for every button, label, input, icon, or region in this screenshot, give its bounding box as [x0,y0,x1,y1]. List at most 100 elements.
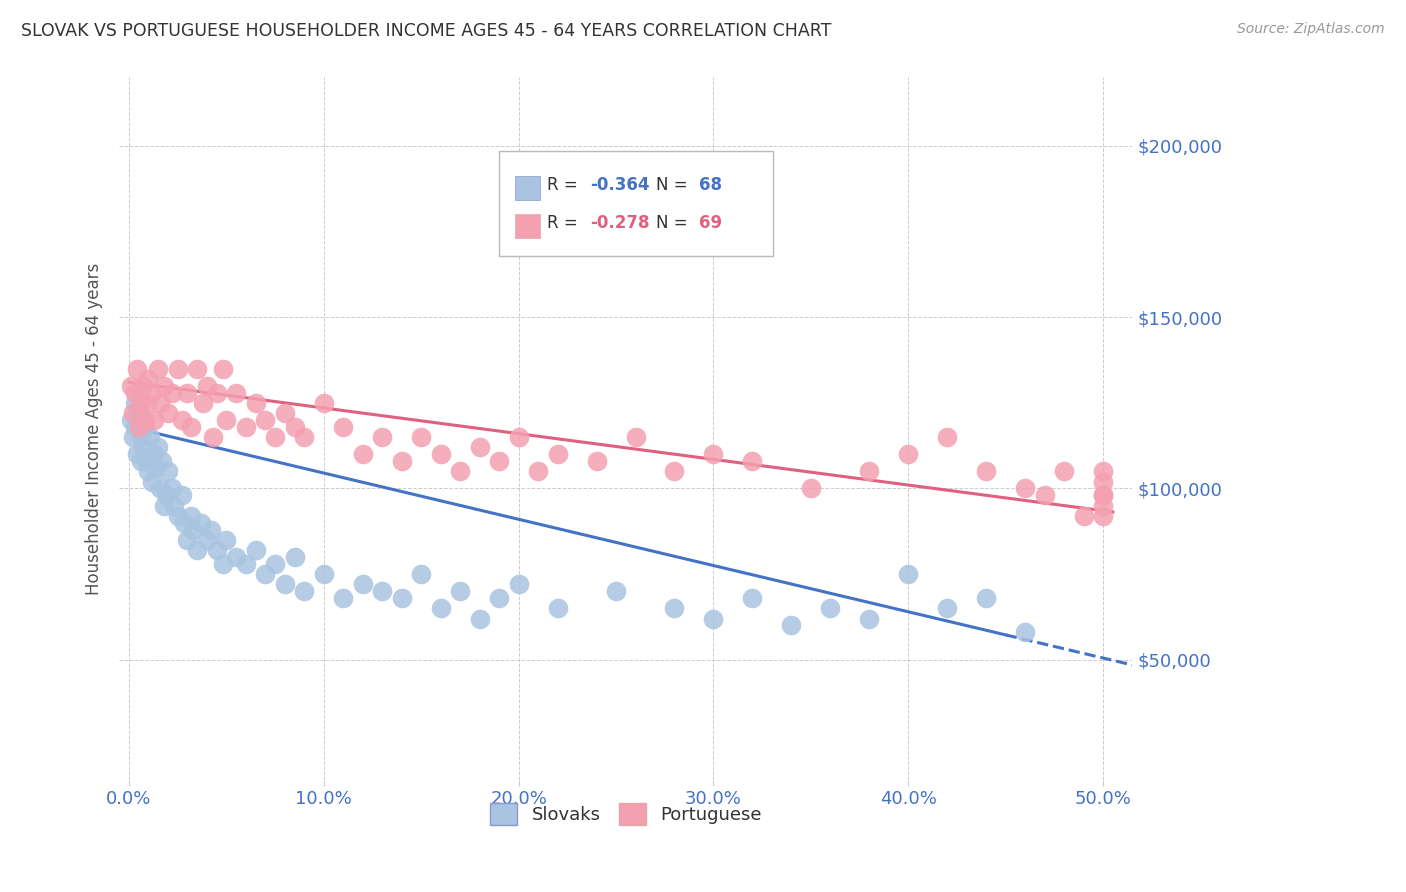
Point [143,413,166,427]
Point [141,475,163,489]
Point [274,577,297,591]
Point [131,441,153,455]
Point [139,430,162,444]
Text: 69: 69 [699,214,721,232]
Point [211,557,233,571]
Point [1092,499,1115,513]
Point [125,361,148,376]
Point [1092,475,1115,489]
Point [124,419,146,434]
Point [128,419,150,434]
Point [391,454,413,468]
Point [129,430,152,444]
Point [741,454,763,468]
Point [181,523,204,537]
Point [156,464,179,478]
Point [624,430,647,444]
Point [166,361,188,376]
Point [332,591,354,605]
Point [129,454,152,468]
Point [547,447,569,461]
Point [153,499,176,513]
Point [274,406,297,420]
FancyBboxPatch shape [516,176,540,201]
Point [122,430,145,444]
Point [585,454,607,468]
Point [125,447,148,461]
Point [974,591,997,605]
Point [254,413,277,427]
Point [508,430,530,444]
Text: Source: ZipAtlas.com: Source: ZipAtlas.com [1237,22,1385,37]
Point [974,464,997,478]
Point [449,464,471,478]
Point [411,567,433,582]
Point [264,557,287,571]
Point [149,482,172,496]
Point [284,549,307,564]
Text: 68: 68 [699,176,721,194]
Point [820,601,842,615]
Point [149,396,172,410]
FancyBboxPatch shape [516,214,540,238]
Legend: Slovaks, Portuguese: Slovaks, Portuguese [481,794,770,834]
Point [145,461,167,475]
Point [468,441,491,455]
Point [547,601,569,615]
Point [191,396,214,410]
Point [664,464,686,478]
Point [1073,508,1095,523]
Point [148,361,170,376]
Point [292,584,315,599]
Point [150,454,173,468]
Point [741,591,763,605]
Point [508,577,530,591]
Point [245,396,267,410]
Point [153,378,176,392]
Point [124,385,146,400]
Point [129,396,152,410]
Point [138,372,160,386]
Point [173,516,195,530]
Point [180,508,202,523]
Point [135,396,157,410]
Point [205,543,228,558]
Point [897,447,920,461]
Point [190,516,212,530]
Point [225,549,247,564]
Point [1014,482,1036,496]
Point [527,464,550,478]
Point [664,601,686,615]
Point [605,584,627,599]
Point [134,419,156,434]
Text: N =: N = [657,214,693,232]
Point [449,584,471,599]
Point [488,591,510,605]
Point [163,499,186,513]
Point [1092,488,1115,502]
Point [780,618,803,632]
Point [205,385,228,400]
Point [215,533,238,547]
Point [468,612,491,626]
Text: R =: R = [547,176,582,194]
Point [120,413,142,427]
Point [411,430,433,444]
Point [131,378,153,392]
Point [160,385,183,400]
Point [1092,488,1115,502]
Point [180,419,202,434]
Point [292,430,315,444]
Text: -0.278: -0.278 [591,214,650,232]
Point [122,406,145,420]
Point [120,378,142,392]
Point [1014,625,1036,640]
Y-axis label: Householder Income Ages 45 - 64 years: Householder Income Ages 45 - 64 years [86,262,103,595]
Point [170,488,193,502]
Point [1092,508,1115,523]
Point [429,447,451,461]
Point [284,419,307,434]
Text: N =: N = [657,176,693,194]
Point [429,601,451,615]
Point [186,543,208,558]
